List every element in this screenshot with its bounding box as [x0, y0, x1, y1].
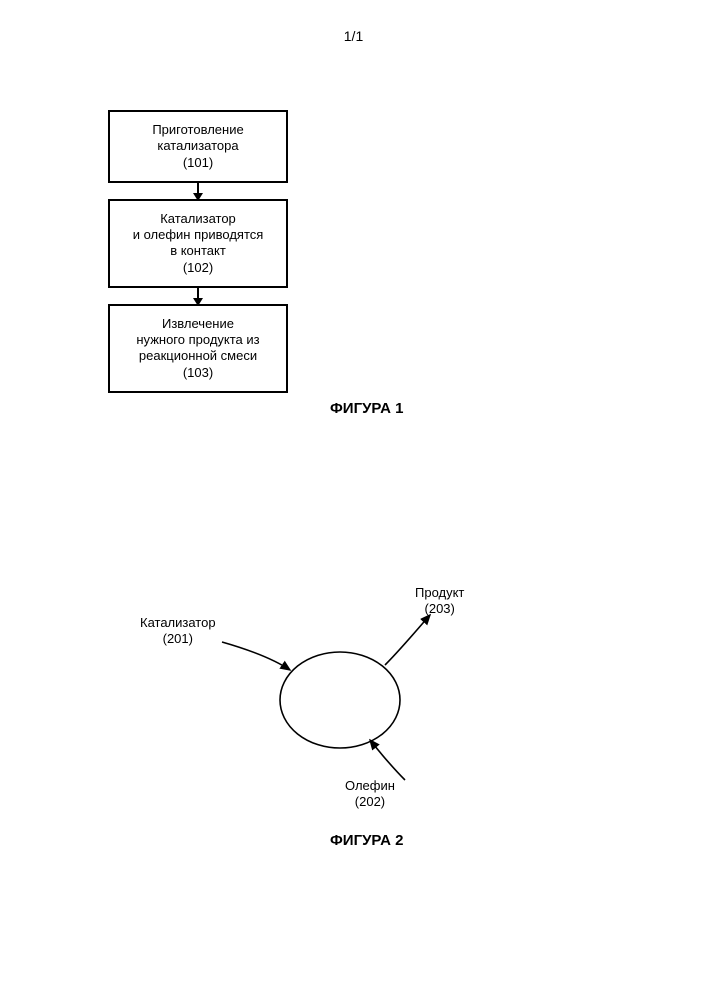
flow-node-102-line-3: в контакт — [170, 243, 226, 258]
flow-node-103: Извлечение нужного продукта из реакционн… — [108, 304, 288, 393]
flow-node-103-line-4: (103) — [183, 365, 213, 380]
stream-203-label-line-1: Продукт — [415, 585, 464, 600]
stream-203-arrow — [385, 615, 430, 665]
figure-2-caption: ФИГУРА 2 — [330, 832, 403, 849]
flow-node-102-line-4: (102) — [183, 260, 213, 275]
flow-node-102-line-2: и олефин приводятся — [133, 227, 264, 242]
stream-202-label-line-2: (202) — [355, 794, 385, 809]
flow-node-102: Катализатор и олефин приводятся в контак… — [108, 199, 288, 288]
page-number: 1/1 — [0, 28, 707, 44]
page: 1/1 Приготовление катализатора (101) Кат… — [0, 0, 707, 1000]
stream-201-arrow — [222, 642, 290, 670]
flow-node-101-line-2: катализатора — [157, 138, 238, 153]
figure-2-svg — [130, 570, 550, 830]
flow-arrow-101-102 — [197, 183, 199, 199]
figure-1-caption: ФИГУРА 1 — [330, 400, 403, 417]
flow-node-103-line-3: реакционной смеси — [139, 348, 257, 363]
flow-arrow-102-103 — [197, 288, 199, 304]
reactor-ellipse — [280, 652, 400, 748]
stream-201-label-line-1: Катализатор — [140, 615, 216, 630]
stream-203-label-line-2: (203) — [425, 601, 455, 616]
figure-2-diagram: Катализатор (201) Олефин (202) Продукт (… — [130, 570, 550, 830]
flow-node-101-line-3: (101) — [183, 155, 213, 170]
flow-node-101: Приготовление катализатора (101) — [108, 110, 288, 183]
flow-node-103-line-1: Извлечение — [162, 316, 234, 331]
stream-201-label-line-2: (201) — [163, 631, 193, 646]
stream-201-label: Катализатор (201) — [140, 615, 216, 646]
flow-node-102-line-1: Катализатор — [160, 211, 236, 226]
flow-node-103-line-2: нужного продукта из — [136, 332, 259, 347]
flow-node-101-line-1: Приготовление — [152, 122, 243, 137]
figure-1-flowchart: Приготовление катализатора (101) Катализ… — [108, 110, 288, 393]
stream-202-label-line-1: Олефин — [345, 778, 395, 793]
stream-202-arrow — [370, 740, 405, 780]
stream-202-label: Олефин (202) — [345, 778, 395, 809]
stream-203-label: Продукт (203) — [415, 585, 464, 616]
